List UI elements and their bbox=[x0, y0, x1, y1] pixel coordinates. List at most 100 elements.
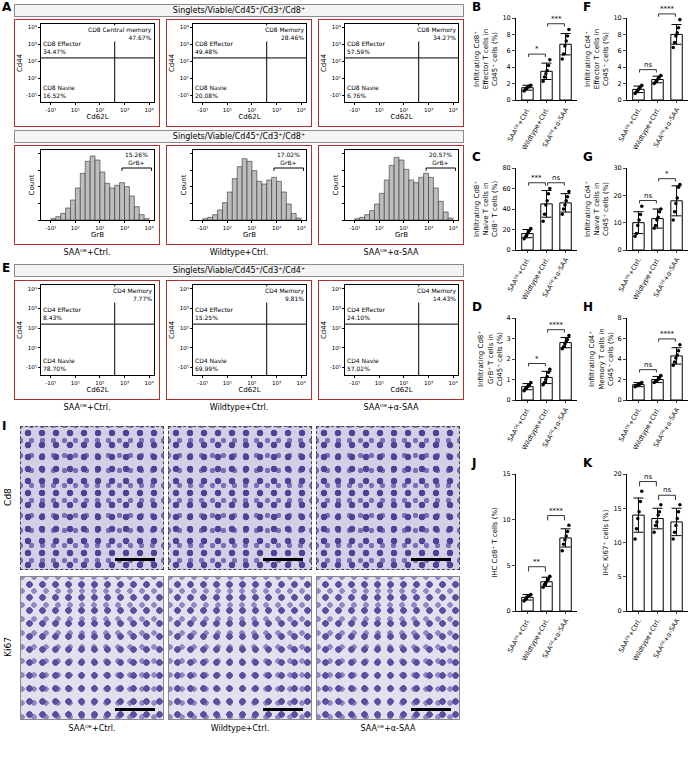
svg-text:10⁴: 10⁴ bbox=[296, 225, 306, 231]
svg-text:10: 10 bbox=[502, 14, 510, 22]
svg-text:****: **** bbox=[549, 507, 564, 515]
svg-text:ns: ns bbox=[644, 361, 652, 369]
svg-text:10¹: 10¹ bbox=[332, 75, 341, 81]
svg-text:10²: 10² bbox=[247, 107, 256, 113]
svg-text:CD4 Memory9.81%: CD4 Memory9.81% bbox=[265, 287, 304, 302]
svg-text:Cd44: Cd44 bbox=[16, 320, 24, 339]
svg-text:Infiltrating Cd8⁺Naive T cells: Infiltrating Cd8⁺Naive T cells inCd8⁺ T … bbox=[473, 181, 499, 238]
svg-text:15.26%GrB+: 15.26%GrB+ bbox=[125, 151, 148, 166]
svg-text:Cd62L: Cd62L bbox=[390, 113, 412, 121]
svg-text:10¹: 10¹ bbox=[180, 75, 189, 81]
svg-text:CD4 Navie57.02%: CD4 Navie57.02% bbox=[347, 357, 379, 372]
svg-text:Infiltrating Cd4⁺Naive T cells: Infiltrating Cd4⁺Naive T cells inCd45⁺ c… bbox=[584, 181, 610, 237]
svg-text:10¹: 10¹ bbox=[180, 345, 189, 351]
svg-text:10¹: 10¹ bbox=[223, 107, 232, 113]
svg-text:-10¹: -10¹ bbox=[330, 92, 341, 98]
svg-text:10⁴: 10⁴ bbox=[296, 107, 306, 113]
svg-text:ns: ns bbox=[663, 486, 671, 494]
svg-text:ns: ns bbox=[644, 192, 652, 200]
svg-text:SAAᴼᴱ+α-SAA: SAAᴼᴱ+α-SAA bbox=[652, 106, 681, 149]
svg-text:CD4 Navie69.99%: CD4 Navie69.99% bbox=[195, 357, 227, 372]
svg-text:10²: 10² bbox=[332, 325, 341, 331]
svg-text:10⁴: 10⁴ bbox=[448, 380, 458, 386]
svg-text:10⁴: 10⁴ bbox=[144, 107, 154, 113]
svg-text:Wildtype+Ctrl.: Wildtype+Ctrl. bbox=[520, 617, 551, 661]
svg-text:SAAᴼᴱ+Ctrl.: SAAᴼᴱ+Ctrl. bbox=[617, 406, 643, 443]
svg-text:10³: 10³ bbox=[424, 225, 433, 231]
svg-text:0: 0 bbox=[507, 96, 511, 104]
svg-text:10¹: 10¹ bbox=[28, 345, 37, 351]
svg-text:10⁴: 10⁴ bbox=[332, 286, 342, 292]
svg-text:10²: 10² bbox=[180, 325, 189, 331]
svg-text:0: 0 bbox=[618, 396, 622, 404]
svg-text:10³: 10³ bbox=[28, 305, 37, 311]
svg-text:10: 10 bbox=[613, 539, 621, 547]
svg-text:10⁴: 10⁴ bbox=[448, 225, 458, 231]
svg-text:10³: 10³ bbox=[28, 41, 37, 47]
svg-text:Cd44: Cd44 bbox=[320, 320, 328, 339]
svg-text:CD4 Memory14.43%: CD4 Memory14.43% bbox=[417, 287, 456, 302]
svg-text:Wildtype+Ctrl.: Wildtype+Ctrl. bbox=[520, 406, 551, 450]
svg-text:Cd62L: Cd62L bbox=[86, 113, 108, 121]
svg-text:IHC Cd8⁺ T cells (%): IHC Cd8⁺ T cells (%) bbox=[491, 507, 499, 578]
svg-text:10¹: 10¹ bbox=[375, 225, 384, 231]
svg-text:0: 0 bbox=[507, 607, 511, 615]
svg-text:10²: 10² bbox=[399, 380, 408, 386]
svg-text:10⁴: 10⁴ bbox=[144, 225, 154, 231]
svg-text:0: 0 bbox=[507, 396, 511, 404]
svg-text:GrB: GrB bbox=[395, 231, 408, 239]
svg-text:10¹: 10¹ bbox=[223, 380, 232, 386]
svg-text:10¹: 10¹ bbox=[28, 75, 37, 81]
svg-text:-10¹: -10¹ bbox=[349, 380, 360, 386]
svg-text:SAAᴼᴱ+Ctrl.: SAAᴼᴱ+Ctrl. bbox=[617, 617, 643, 654]
svg-text:10³: 10³ bbox=[424, 380, 433, 386]
svg-text:0: 0 bbox=[618, 96, 622, 104]
svg-text:-10¹: -10¹ bbox=[45, 380, 56, 386]
svg-text:Cd44: Cd44 bbox=[320, 53, 328, 72]
svg-text:SAAᴼᴱ+Ctrl.: SAAᴼᴱ+Ctrl. bbox=[617, 256, 643, 293]
svg-text:6: 6 bbox=[618, 47, 622, 55]
svg-text:Wildtype+Ctrl.: Wildtype+Ctrl. bbox=[520, 256, 551, 300]
svg-text:4: 4 bbox=[507, 314, 511, 322]
svg-text:CD8 Effector34.47%: CD8 Effector34.47% bbox=[43, 40, 81, 55]
svg-text:10: 10 bbox=[613, 14, 621, 22]
svg-text:10²: 10² bbox=[95, 225, 104, 231]
svg-text:CD8 Effector49.48%: CD8 Effector49.48% bbox=[195, 40, 233, 55]
svg-text:-10¹: -10¹ bbox=[45, 107, 56, 113]
svg-text:CD4 Effector15.25%: CD4 Effector15.25% bbox=[195, 306, 233, 321]
svg-text:20: 20 bbox=[613, 192, 621, 200]
svg-text:****: **** bbox=[549, 321, 564, 329]
svg-text:10⁴: 10⁴ bbox=[180, 286, 190, 292]
svg-text:4: 4 bbox=[618, 63, 622, 71]
svg-text:40: 40 bbox=[502, 205, 510, 213]
svg-text:4: 4 bbox=[507, 63, 511, 71]
svg-text:10²: 10² bbox=[399, 225, 408, 231]
svg-text:-10¹: -10¹ bbox=[197, 225, 208, 231]
svg-text:10³: 10³ bbox=[120, 107, 129, 113]
svg-text:20: 20 bbox=[502, 226, 510, 234]
svg-text:Cd44: Cd44 bbox=[168, 53, 176, 72]
svg-text:10²: 10² bbox=[28, 58, 37, 64]
svg-text:CD8 Central memory47.67%: CD8 Central memory47.67% bbox=[88, 26, 152, 41]
svg-text:10²: 10² bbox=[247, 225, 256, 231]
svg-text:Cd62L: Cd62L bbox=[238, 386, 260, 394]
svg-text:6: 6 bbox=[618, 335, 622, 343]
svg-text:SAAᴼᴱ+α-SAA: SAAᴼᴱ+α-SAA bbox=[652, 256, 681, 299]
svg-text:ns: ns bbox=[644, 473, 652, 481]
svg-text:8: 8 bbox=[618, 31, 622, 39]
svg-text:Wildtype+Ctrl.: Wildtype+Ctrl. bbox=[520, 106, 551, 150]
svg-text:Count: Count bbox=[180, 174, 188, 195]
svg-text:10³: 10³ bbox=[332, 305, 341, 311]
svg-text:15: 15 bbox=[502, 470, 510, 478]
svg-text:10⁴: 10⁴ bbox=[296, 380, 306, 386]
svg-text:CD4 Effector24.10%: CD4 Effector24.10% bbox=[347, 306, 385, 321]
svg-text:10²: 10² bbox=[247, 380, 256, 386]
svg-text:GrB: GrB bbox=[243, 231, 256, 239]
svg-text:0: 0 bbox=[507, 246, 511, 254]
svg-text:CD8 Navie16.52%: CD8 Navie16.52% bbox=[43, 84, 75, 99]
svg-text:-10¹: -10¹ bbox=[197, 107, 208, 113]
svg-text:2: 2 bbox=[507, 355, 511, 363]
svg-text:GrB: GrB bbox=[91, 231, 104, 239]
svg-text:15: 15 bbox=[613, 505, 621, 513]
svg-text:10¹: 10¹ bbox=[71, 380, 80, 386]
